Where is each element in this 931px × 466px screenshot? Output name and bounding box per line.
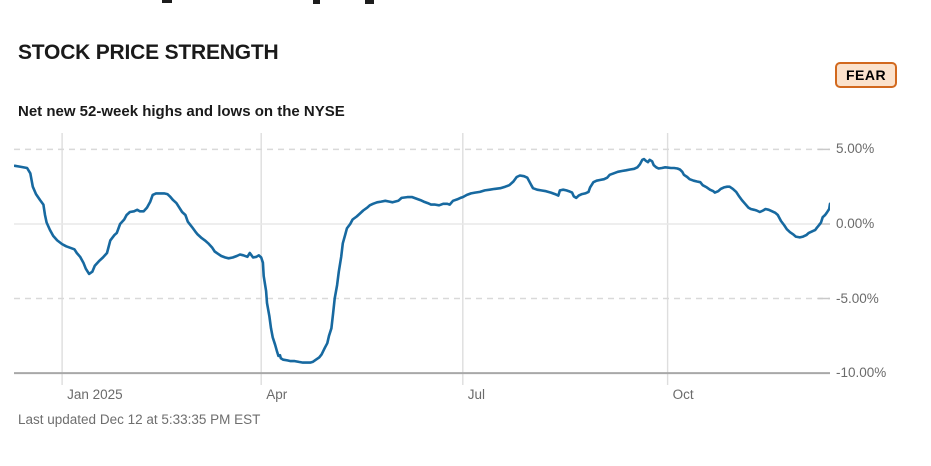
clipped-content-fragment — [162, 0, 172, 3]
last-updated-text: Last updated Dec 12 at 5:33:35 PM EST — [18, 412, 261, 427]
clipped-content-fragment — [365, 0, 374, 4]
x-axis-tick-label: Jul — [467, 387, 486, 402]
x-axis-tick-label: Apr — [266, 387, 288, 402]
y-axis-tick-label: -5.00% — [836, 290, 879, 306]
chart-svg — [13, 133, 832, 386]
y-axis-tick-label: -10.00% — [836, 365, 887, 381]
x-axis-tick-label: Jan 2025 — [67, 387, 123, 402]
x-axis-tick-label: Oct — [672, 387, 694, 402]
y-axis-tick-label: 5.00% — [836, 141, 875, 157]
y-axis-tick-label: 0.00% — [836, 215, 875, 231]
fear-status-badge: FEAR — [835, 62, 897, 88]
chart-subtitle: Net new 52-week highs and lows on the NY… — [18, 103, 345, 120]
clipped-content-fragment — [313, 0, 320, 4]
page-title: STOCK PRICE STRENGTH — [18, 41, 279, 64]
chart-plot-area[interactable] — [13, 133, 832, 386]
